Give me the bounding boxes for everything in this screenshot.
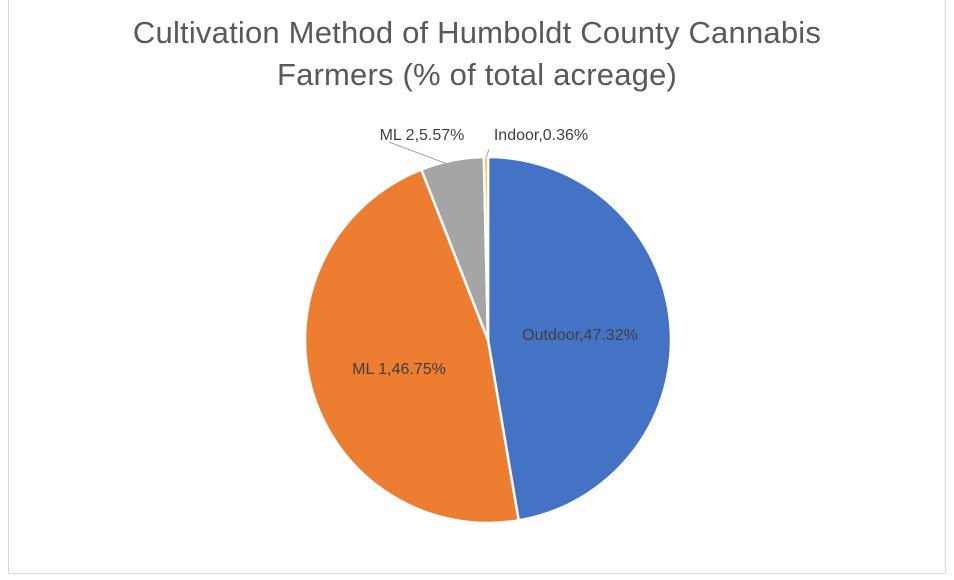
pie-slice-ml-1 bbox=[303, 168, 520, 525]
data-label-outdoor: Outdoor,47.32% bbox=[522, 327, 638, 344]
leader-line-ml-2 bbox=[388, 141, 459, 169]
chart-title-line-2: Farmers (% of total acreage) bbox=[276, 57, 678, 92]
data-labels: Outdoor,47.32% ML 1,46.75% ML 2,5.57% Indoo… bbox=[352, 127, 638, 378]
data-label-ml-2: ML 2,5.57% bbox=[380, 127, 465, 144]
leader-line-indoor bbox=[485, 148, 490, 159]
data-label-ml-1: ML 1,46.75% bbox=[352, 361, 446, 378]
pie-slice-outdoor bbox=[486, 155, 673, 522]
data-label-indoor: Indoor,0.36% bbox=[494, 127, 588, 144]
pie-slices bbox=[303, 155, 673, 525]
leader-lines bbox=[388, 141, 490, 169]
chart-title-line-1: Cultivation Method of Humboldt County Ca… bbox=[132, 15, 822, 50]
chart-title: Cultivation Method of Humboldt County Ca… bbox=[0, 12, 954, 96]
